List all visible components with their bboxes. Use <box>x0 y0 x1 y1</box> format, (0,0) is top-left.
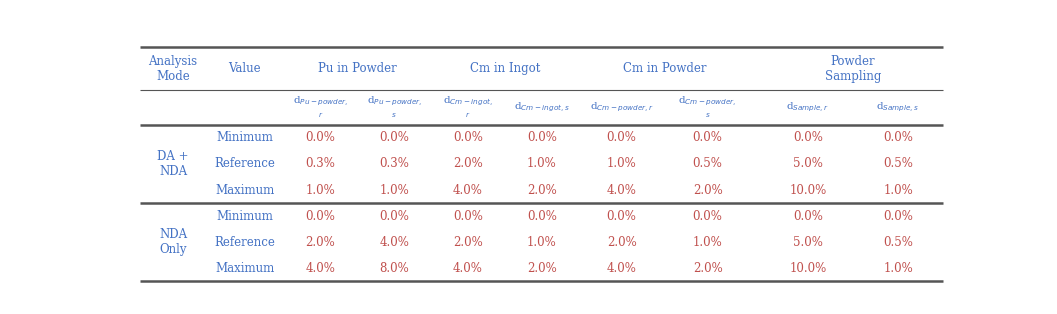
Text: 0.0%: 0.0% <box>692 210 723 223</box>
Text: 0.3%: 0.3% <box>305 157 335 171</box>
Text: 1.0%: 1.0% <box>884 262 913 275</box>
Text: 4.0%: 4.0% <box>379 236 409 249</box>
Text: DA +
NDA: DA + NDA <box>157 150 189 178</box>
Text: 1.0%: 1.0% <box>692 236 723 249</box>
Text: Cm in Ingot: Cm in Ingot <box>469 62 540 75</box>
Text: 0.5%: 0.5% <box>883 236 913 249</box>
Text: 0.0%: 0.0% <box>883 210 913 223</box>
Text: 1.0%: 1.0% <box>526 236 557 249</box>
Text: 10.0%: 10.0% <box>790 183 827 197</box>
Text: d$_{Cm-ingot,s}$: d$_{Cm-ingot,s}$ <box>514 100 570 114</box>
Text: 0.0%: 0.0% <box>692 131 723 144</box>
Text: 1.0%: 1.0% <box>884 183 913 197</box>
Text: 2.0%: 2.0% <box>692 183 723 197</box>
Text: 1.0%: 1.0% <box>379 183 409 197</box>
Text: d$_{Sample,r}$: d$_{Sample,r}$ <box>786 100 830 114</box>
Text: 2.0%: 2.0% <box>692 262 723 275</box>
Text: Value: Value <box>228 62 261 75</box>
Text: 0.0%: 0.0% <box>526 210 557 223</box>
Text: d$_{Cm-powder,r}$: d$_{Cm-powder,r}$ <box>590 100 653 114</box>
Text: 1.0%: 1.0% <box>305 183 335 197</box>
Text: 0.3%: 0.3% <box>379 157 409 171</box>
Text: 4.0%: 4.0% <box>453 262 483 275</box>
Text: Analysis
Mode: Analysis Mode <box>149 55 198 83</box>
Text: d$_{Pu-powder,}$
$_{s}$: d$_{Pu-powder,}$ $_{s}$ <box>367 95 422 120</box>
Text: 0.0%: 0.0% <box>526 131 557 144</box>
Text: 2.0%: 2.0% <box>526 262 557 275</box>
Text: Maximum: Maximum <box>216 262 275 275</box>
Text: 8.0%: 8.0% <box>379 262 409 275</box>
Text: 5.0%: 5.0% <box>793 157 823 171</box>
Text: 4.0%: 4.0% <box>607 183 636 197</box>
Text: Minimum: Minimum <box>217 131 273 144</box>
Text: d$_{Cm-powder,}$
$_{s}$: d$_{Cm-powder,}$ $_{s}$ <box>679 95 737 120</box>
Text: 4.0%: 4.0% <box>453 183 483 197</box>
Text: d$_{Pu-powder,}$
$_{r}$: d$_{Pu-powder,}$ $_{r}$ <box>293 95 348 120</box>
Text: 0.0%: 0.0% <box>379 210 409 223</box>
Text: 2.0%: 2.0% <box>453 157 483 171</box>
Text: 0.5%: 0.5% <box>692 157 723 171</box>
Text: 0.0%: 0.0% <box>305 210 335 223</box>
Text: 1.0%: 1.0% <box>526 157 557 171</box>
Text: 2.0%: 2.0% <box>607 236 636 249</box>
Text: 0.5%: 0.5% <box>883 157 913 171</box>
Text: Maximum: Maximum <box>216 183 275 197</box>
Text: 0.0%: 0.0% <box>305 131 335 144</box>
Text: 0.0%: 0.0% <box>607 210 636 223</box>
Text: Cm in Powder: Cm in Powder <box>623 62 706 75</box>
Text: 1.0%: 1.0% <box>607 157 636 171</box>
Text: Minimum: Minimum <box>217 210 273 223</box>
Text: 4.0%: 4.0% <box>305 262 335 275</box>
Text: 0.0%: 0.0% <box>453 210 483 223</box>
Text: 2.0%: 2.0% <box>305 236 335 249</box>
Text: 5.0%: 5.0% <box>793 236 823 249</box>
Text: 2.0%: 2.0% <box>453 236 483 249</box>
Text: d$_{Sample,s}$: d$_{Sample,s}$ <box>876 100 920 114</box>
Text: 0.0%: 0.0% <box>793 210 823 223</box>
Text: 10.0%: 10.0% <box>790 262 827 275</box>
Text: 0.0%: 0.0% <box>793 131 823 144</box>
Text: Powder
Sampling: Powder Sampling <box>824 55 882 83</box>
Text: d$_{Cm-ingot,}$
$_{r}$: d$_{Cm-ingot,}$ $_{r}$ <box>443 95 493 120</box>
Text: 0.0%: 0.0% <box>607 131 636 144</box>
Text: Pu in Powder: Pu in Powder <box>318 62 396 75</box>
Text: 0.0%: 0.0% <box>379 131 409 144</box>
Text: 0.0%: 0.0% <box>453 131 483 144</box>
Text: Reference: Reference <box>215 157 275 171</box>
Text: 0.0%: 0.0% <box>883 131 913 144</box>
Text: 4.0%: 4.0% <box>607 262 636 275</box>
Text: Reference: Reference <box>215 236 275 249</box>
Text: NDA
Only: NDA Only <box>159 228 187 256</box>
Text: 2.0%: 2.0% <box>526 183 557 197</box>
